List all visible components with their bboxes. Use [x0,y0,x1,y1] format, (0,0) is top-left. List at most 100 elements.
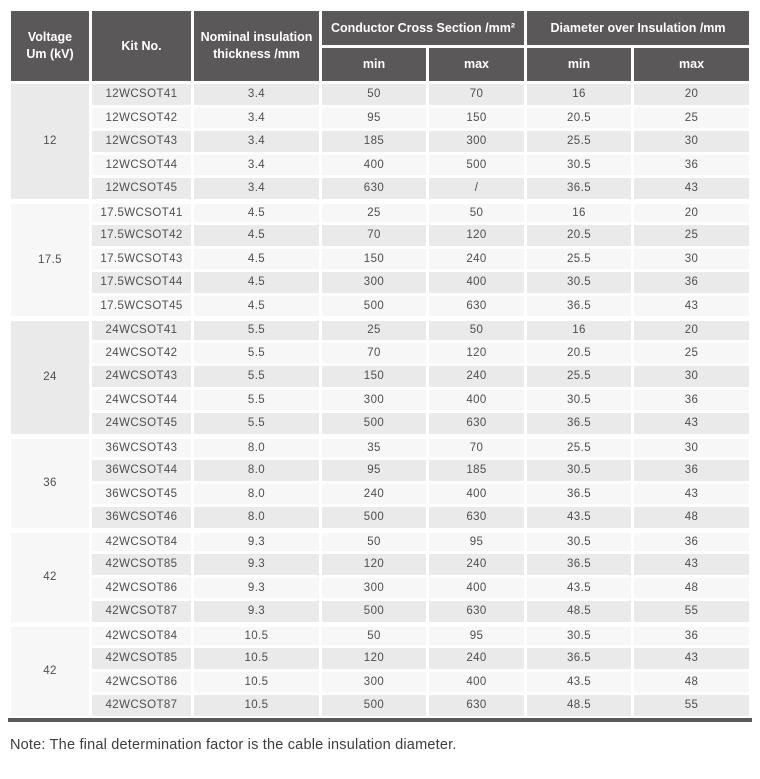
cell-conductor-min: 50 [322,84,426,105]
cell-kit-no: 12WCSOT44 [92,154,191,175]
cell-conductor-max: 630 [429,695,525,716]
cell-kit-no: 12WCSOT43 [92,131,191,152]
cell-thickness: 10.5 [194,695,319,716]
cell-conductor-min: 300 [322,671,426,692]
cell-thickness: 5.5 [194,319,319,340]
cell-kit-no: 12WCSOT41 [92,84,191,105]
cell-diameter-min: 36.5 [527,483,632,504]
table-row: 12WCSOT44 3.4 400 500 30.5 36 [11,154,750,175]
table-row: 36WCSOT44 8.0 95 185 30.5 36 [11,460,750,481]
table-row: 36WCSOT45 8.0 240 400 36.5 43 [11,483,750,504]
cell-thickness: 8.0 [194,460,319,481]
cell-diameter-min: 43.5 [527,577,632,598]
cell-conductor-max: 70 [429,436,525,457]
cell-diameter-min: 20.5 [527,342,632,363]
cell-diameter-max: 43 [634,295,750,316]
cell-thickness: 5.5 [194,366,319,387]
cell-conductor-min: 300 [322,389,426,410]
cell-conductor-max: 400 [429,577,525,598]
cell-thickness: 8.0 [194,507,319,528]
table-row: 42WCSOT87 9.3 500 630 48.5 55 [11,601,750,622]
table-row: 42 42WCSOT84 9.3 50 95 30.5 36 [11,530,750,622]
cell-voltage: 42 [11,530,89,622]
cell-diameter-min: 48.5 [527,695,632,716]
cell-diameter-max: 43 [634,648,750,669]
cell-kit-no: 42WCSOT86 [92,671,191,692]
cell-diameter-max: 36 [634,460,750,481]
cell-thickness: 9.3 [194,577,319,598]
cell-thickness: 3.4 [194,178,319,199]
cell-diameter-max: 36 [634,389,750,410]
cell-diameter-min: 25.5 [527,248,632,269]
cell-diameter-max: 25 [634,225,750,246]
cell-diameter-max: 48 [634,577,750,598]
table-row: 12WCSOT42 3.4 95 150 20.5 25 [11,107,750,128]
cell-conductor-max: 400 [429,671,525,692]
cell-kit-no: 42WCSOT87 [92,695,191,716]
header-row-groups: Voltage Um (kV) Kit No. Nominal insulati… [11,11,750,81]
cell-conductor-min: 185 [322,131,426,152]
cell-diameter-max: 55 [634,601,750,622]
table-body: 12 12WCSOT41 3.4 50 70 16 20 12WCSOT42 3.4 95 150 2… [11,84,750,716]
cell-diameter-min: 20.5 [527,225,632,246]
table-row: 17.5WCSOT44 4.5 300 400 30.5 36 [11,272,750,293]
cell-diameter-min: 30.5 [527,154,632,175]
table-row: 42 42WCSOT84 10.5 50 95 30.5 36 [11,624,750,716]
cell-diameter-min: 25.5 [527,366,632,387]
cell-thickness: 5.5 [194,413,319,434]
cell-diameter-max: 30 [634,131,750,152]
cell-thickness: 3.4 [194,84,319,105]
cell-diameter-max: 36 [634,154,750,175]
cell-thickness: 3.4 [194,131,319,152]
cell-thickness: 4.5 [194,272,319,293]
cell-conductor-min: 25 [322,319,426,340]
cell-thickness: 10.5 [194,671,319,692]
cell-conductor-max: 50 [429,319,525,340]
note-text: Note: The final determination factor is … [10,736,457,753]
cell-diameter-min: 36.5 [527,178,632,199]
cell-conductor-max: 400 [429,272,525,293]
cell-kit-no: 42WCSOT85 [92,554,191,575]
header-conductor-max: max [429,48,525,81]
cell-diameter-min: 36.5 [527,554,632,575]
table-row: 42WCSOT86 10.5 300 400 43.5 48 [11,671,750,692]
cell-diameter-max: 20 [634,201,750,222]
cell-kit-no: 36WCSOT46 [92,507,191,528]
page: Voltage Um (kV) Kit No. Nominal insulati… [8,11,752,753]
cell-conductor-max: 240 [429,554,525,575]
cell-diameter-min: 16 [527,319,632,340]
cell-conductor-max: 50 [429,201,525,222]
table-row: 24WCSOT42 5.5 70 120 20.5 25 [11,342,750,363]
cell-conductor-min: 25 [322,201,426,222]
cell-kit-no: 24WCSOT42 [92,342,191,363]
header-conductor-cross-section: Conductor Cross Section /mm² [322,11,525,45]
cell-diameter-max: 43 [634,413,750,434]
table-row: 36 36WCSOT43 8.0 35 70 25.5 30 [11,436,750,528]
cell-kit-no: 42WCSOT84 [92,530,191,551]
table-row: 42WCSOT85 10.5 120 240 36.5 43 [11,648,750,669]
table-row: 42WCSOT85 9.3 120 240 36.5 43 [11,554,750,575]
table-row: 24WCSOT43 5.5 150 240 25.5 30 [11,366,750,387]
cell-voltage: 36 [11,436,89,528]
cell-thickness: 8.0 [194,436,319,457]
cell-kit-no: 17.5WCSOT45 [92,295,191,316]
cell-diameter-min: 30.5 [527,624,632,645]
cell-conductor-max: 70 [429,84,525,105]
table-row: 17.5WCSOT43 4.5 150 240 25.5 30 [11,248,750,269]
cell-thickness: 4.5 [194,295,319,316]
cell-kit-no: 24WCSOT45 [92,413,191,434]
table-row: 12WCSOT45 3.4 630/36.5 43 [11,178,750,199]
cell-voltage: 12 [11,84,89,199]
cell-conductor-max: 120 [429,342,525,363]
header-row-minmax: min max min max [11,48,750,81]
table-row: 42WCSOT87 10.5 500 630 48.5 55 [11,695,750,716]
cell-kit-no: 24WCSOT44 [92,389,191,410]
cell-diameter-min: 48.5 [527,601,632,622]
cell-conductor-min: 150 [322,366,426,387]
cell-kit-no: 42WCSOT87 [92,601,191,622]
cell-kit-no: 24WCSOT41 [92,319,191,340]
cell-diameter-min: 25.5 [527,131,632,152]
header-diameter-over-insulation: Diameter over Insulation /mm [527,11,750,45]
cell-kit-no: 17.5WCSOT44 [92,272,191,293]
cell-conductor-min: 500 [322,507,426,528]
